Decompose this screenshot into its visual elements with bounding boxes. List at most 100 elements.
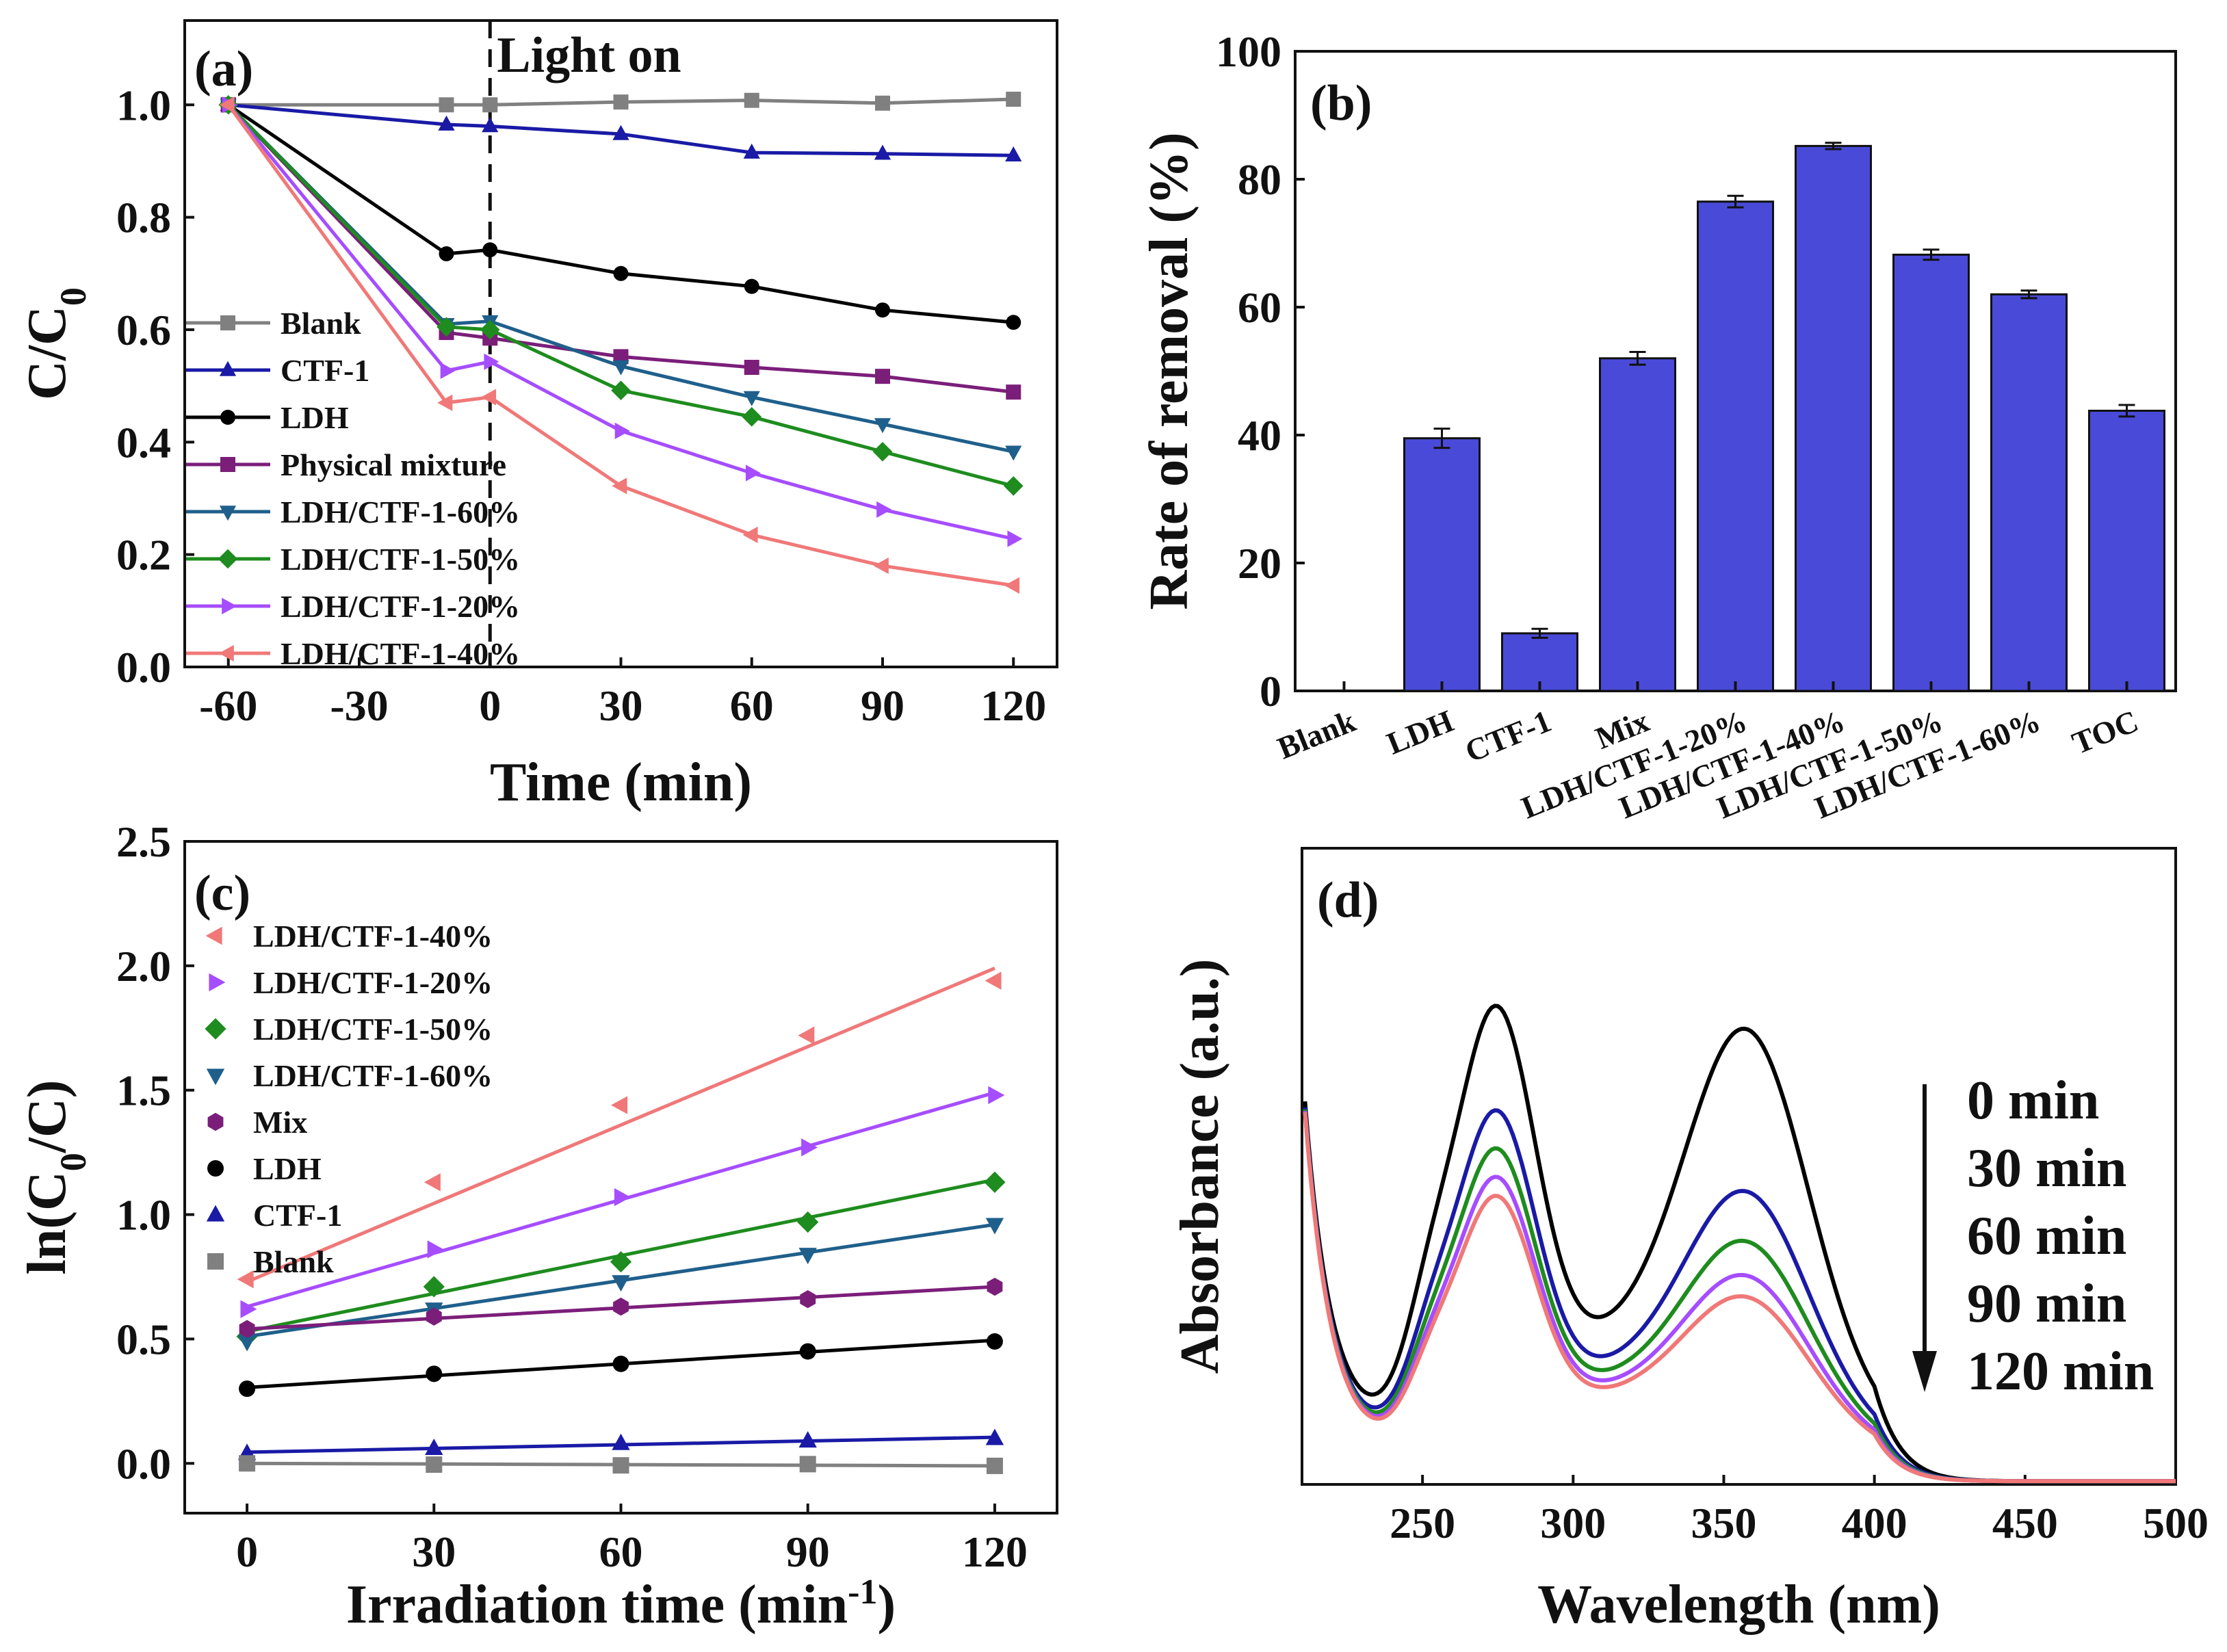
x-tick-label: 30 <box>412 1528 456 1576</box>
data-point-ctf-1 <box>438 115 455 131</box>
legend-marker <box>206 1205 225 1222</box>
data-point-ldh-ctf-1-20 <box>801 1138 818 1157</box>
data-point-ldh-ctf-1-40 <box>611 1096 628 1114</box>
legend-marker <box>206 1068 225 1086</box>
y-tick-label: 2.0 <box>116 942 171 991</box>
data-point-ldh-ctf-1-20 <box>988 1086 1005 1105</box>
x-axis-label: Irradiation time (min-1) <box>346 1573 896 1636</box>
x-tick-label: CTF-1 <box>1460 703 1556 769</box>
data-point-blank <box>439 97 454 113</box>
data-point-ldh <box>439 246 454 262</box>
x-tick-label: -30 <box>330 681 388 730</box>
legend-label-0-min: 0 min <box>1967 1071 2099 1131</box>
x-axis-label: Time (min) <box>490 752 752 813</box>
data-point-ldh-ctf-1-40 <box>437 394 453 411</box>
x-tick-label: 450 <box>1992 1499 2058 1547</box>
data-point-ldh <box>744 278 759 294</box>
data-point-ldh-ctf-1-40 <box>481 389 497 406</box>
y-tick-label: 0.8 <box>116 194 171 242</box>
data-point-ldh-ctf-1-50 <box>611 380 631 401</box>
data-point-ldh <box>426 1365 443 1382</box>
legend-marker <box>205 926 222 945</box>
data-point-ldh-ctf-1-50 <box>1003 476 1024 496</box>
data-point-blank <box>799 1456 816 1473</box>
data-point-ldh-ctf-1-40 <box>219 96 235 114</box>
legend-label-ctf-1: CTF-1 <box>253 1198 342 1233</box>
x-tick-label: 500 <box>2143 1499 2209 1547</box>
data-point-ldh <box>875 302 890 318</box>
legend-marker <box>209 973 226 992</box>
light-on-annotation: Light on <box>497 27 681 83</box>
y-axis-label: ln(C0/C) <box>17 1080 94 1275</box>
bar-ldh-ctf-1-50 <box>1892 253 1970 692</box>
legend-marker <box>220 410 235 425</box>
legend-label-mix: Mix <box>253 1105 307 1140</box>
data-point-ctf-1 <box>482 117 499 133</box>
legend-marker <box>218 644 234 662</box>
data-point-ldh-ctf-1-40 <box>612 477 627 495</box>
data-point-ldh-ctf-1-40 <box>237 1270 254 1289</box>
x-tick-label: 400 <box>1842 1499 1907 1547</box>
data-point-ldh-ctf-1-20 <box>614 1188 631 1207</box>
x-tick-label: 90 <box>861 681 904 730</box>
panel-label: (a) <box>194 41 253 97</box>
data-point-ldh-ctf-1-60 <box>985 1218 1004 1235</box>
data-point-ldh-ctf-1-50 <box>797 1211 819 1233</box>
data-point-ldh-ctf-1-60 <box>1005 445 1022 461</box>
y-tick-label: 0.0 <box>116 643 171 692</box>
data-point-ldh-ctf-1-60 <box>743 391 760 406</box>
data-point-ldh-ctf-1-40 <box>798 1026 815 1045</box>
y-tick-label: 0.2 <box>116 531 171 579</box>
x-tick-label: Blank <box>1273 703 1361 766</box>
x-tick-label: TOC <box>2067 703 2143 761</box>
bar-toc <box>2088 409 2165 692</box>
bar-ldh-ctf-1-40 <box>1795 144 1872 692</box>
data-point-ldh-ctf-1-60 <box>612 1275 630 1292</box>
data-point-ldh-ctf-1-40 <box>985 971 1002 990</box>
y-tick-label: 0.6 <box>116 306 171 354</box>
bar-ldh-ctf-1-60 <box>1990 293 2068 692</box>
data-point-blank <box>875 95 890 111</box>
legend-label-ctf-1: CTF-1 <box>281 353 369 388</box>
data-point-ldh <box>799 1343 816 1360</box>
y-tick-label: 2.5 <box>116 817 171 866</box>
x-axis-label: Wavelength (nm) <box>1537 1575 1940 1635</box>
panel-d: 250 300 350 400 450 500 Wavelength (nm) Absorba… <box>1170 847 2209 1635</box>
data-point-ldh-ctf-1-50 <box>423 1276 445 1298</box>
data-point-ldh <box>239 1380 256 1398</box>
legend-marker <box>220 457 235 472</box>
data-point-physical-mixture <box>1006 384 1021 400</box>
bar-ldh <box>1403 437 1481 692</box>
x-tick-label: 60 <box>599 1528 643 1576</box>
legend-label-ldh-ctf-1-20: LDH/CTF-1-20% <box>253 965 493 1000</box>
legend-marker <box>220 315 235 330</box>
y-tick-label: 60 <box>1238 283 1281 332</box>
y-tick-label: 1.0 <box>116 81 171 129</box>
legend-marker <box>219 506 237 521</box>
data-point-blank <box>1006 92 1021 107</box>
data-point-mix <box>239 1320 255 1339</box>
x-tick-label: 0 <box>236 1528 258 1576</box>
data-point-ldh-ctf-1-20 <box>440 362 456 380</box>
y-tick-label: 1.0 <box>116 1191 171 1240</box>
legend-marker <box>207 1253 224 1270</box>
data-point-ldh-ctf-1-60 <box>874 418 891 434</box>
legend-label-ldh-ctf-1-20: LDH/CTF-1-20% <box>281 589 520 624</box>
legend-label-90-min: 90 min <box>1967 1274 2126 1334</box>
legend-marker <box>205 1018 226 1040</box>
data-point-ldh-ctf-1-40 <box>873 557 889 575</box>
legend-label-ldh: LDH <box>281 400 349 435</box>
panel-c: 0 30 60 90 120 0.0 0.5 1.0 1.5 2.0 2.5 Irradiation … <box>17 817 1058 1636</box>
time-arrow-head <box>1912 1351 1937 1392</box>
data-point-ldh-ctf-1-20 <box>484 353 499 370</box>
legend-label-ldh-ctf-1-60: LDH/CTF-1-60% <box>253 1058 493 1093</box>
x-tick-label: 90 <box>786 1528 830 1576</box>
x-tick-label: 120 <box>962 1528 1028 1576</box>
y-tick-label: 80 <box>1238 155 1281 204</box>
x-tick-label: 300 <box>1540 1499 1606 1547</box>
legend-label-60-min: 60 min <box>1967 1206 2126 1266</box>
data-point-ctf-1 <box>425 1439 443 1456</box>
data-point-ldh-ctf-1-40 <box>1004 577 1020 594</box>
